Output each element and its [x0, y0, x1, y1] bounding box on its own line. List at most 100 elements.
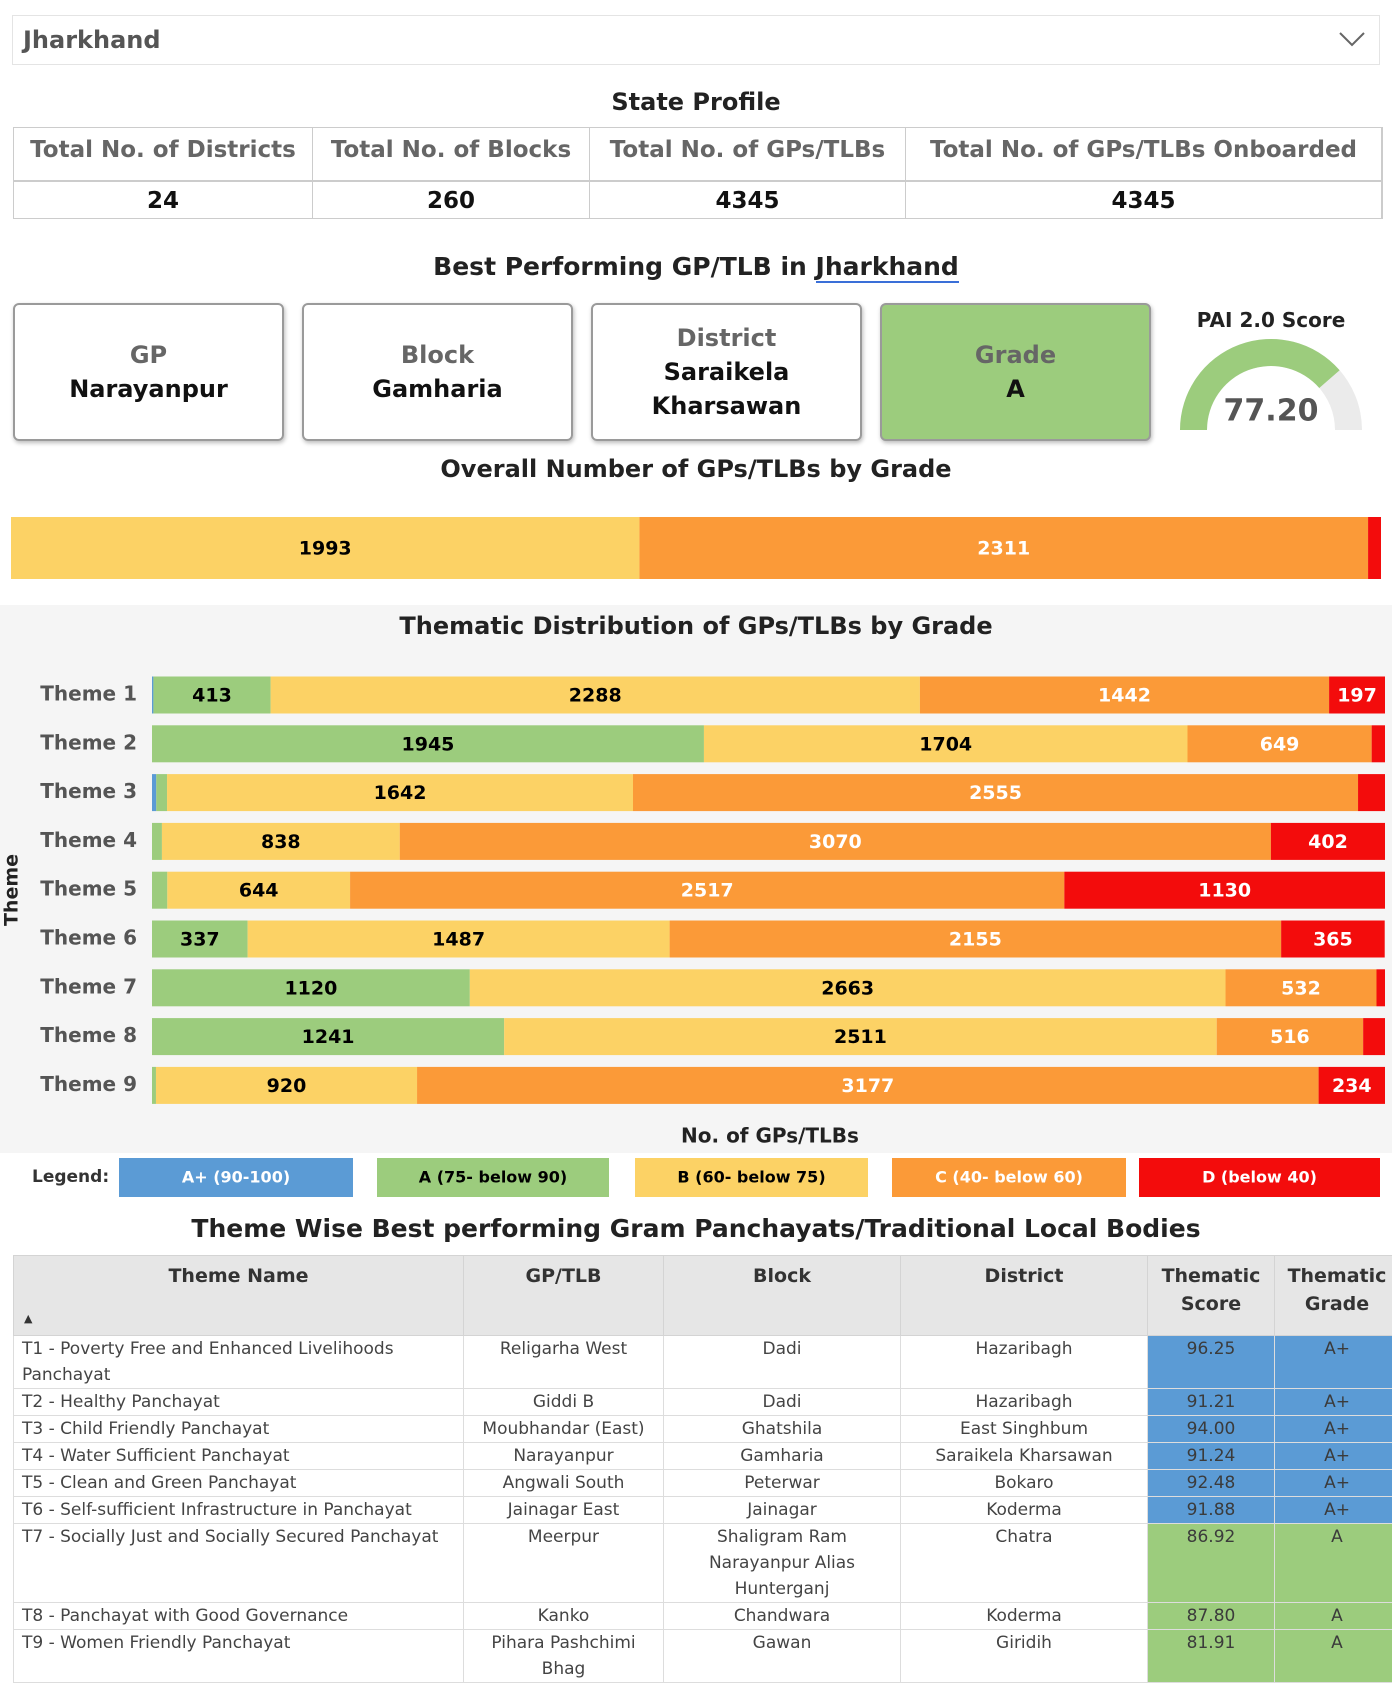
header-text: Thematic Score: [1162, 1265, 1261, 1315]
bar-segment: [152, 823, 162, 860]
section-title: State Profile: [0, 88, 1392, 116]
table-cell: Jainagar: [664, 1497, 901, 1524]
column-header: Thematic Score: [1148, 1256, 1275, 1336]
table-cell: 91.21: [1148, 1389, 1275, 1416]
chart-title: Thematic Distribution of GPs/TLBs by Gra…: [399, 612, 992, 640]
bar-label: 365: [1313, 929, 1353, 951]
table-cell: Pihara Pashchimi Bhag: [464, 1630, 664, 1683]
card-label: District: [677, 321, 777, 355]
table-cell: Peterwar: [664, 1470, 901, 1497]
table-cell: Shaligram Ram Narayanpur Alias Huntergan…: [664, 1524, 901, 1603]
table-cell: Gawan: [664, 1630, 901, 1683]
card-value: Narayanpur: [69, 372, 228, 406]
card-label: Grade: [975, 338, 1056, 372]
legend-label: A+ (90-100): [182, 1168, 290, 1187]
bar-label: 1993: [299, 538, 352, 560]
legend-label: B (60- below 75): [677, 1168, 825, 1187]
header-text: GP/TLB: [525, 1265, 601, 1287]
header-text: Block: [753, 1265, 811, 1287]
table-cell: Ghatshila: [664, 1416, 901, 1443]
table-cell: 86.92: [1148, 1524, 1275, 1603]
table-cell: Giddi B: [464, 1389, 664, 1416]
bar-segment: [1372, 725, 1385, 762]
table-cell: T7 - Socially Just and Socially Secured …: [14, 1524, 464, 1603]
bar-label: 2155: [949, 929, 1002, 951]
column-header: District: [901, 1256, 1148, 1336]
bar-label: 413: [192, 685, 232, 707]
bar-label: 1120: [284, 977, 337, 999]
table-row: T1 - Poverty Free and Enhanced Livelihoo…: [14, 1336, 1392, 1389]
table-cell: A+: [1275, 1416, 1392, 1443]
bar-label: 2663: [821, 977, 874, 999]
bar-label: 2517: [681, 880, 734, 902]
table-cell: Koderma: [901, 1603, 1148, 1630]
bar-segment: [152, 677, 153, 714]
table-cell: Chandwara: [664, 1603, 901, 1630]
legend-label: A (75- below 90): [419, 1168, 567, 1187]
state-dropdown[interactable]: Jharkhand: [12, 15, 1380, 65]
header-text: District: [985, 1265, 1064, 1287]
bar-label: 1945: [402, 733, 455, 755]
table-cell: T9 - Women Friendly Panchayat: [14, 1630, 464, 1683]
bar-label: 2511: [834, 1026, 887, 1048]
column-header: Block: [664, 1256, 901, 1336]
y-tick-label: Theme 7: [40, 974, 137, 998]
table-cell: Meerpur: [464, 1524, 664, 1603]
table-cell: 96.25: [1148, 1336, 1275, 1389]
table-cell: T5 - Clean and Green Panchayat: [14, 1470, 464, 1497]
table-cell: T3 - Child Friendly Panchayat: [14, 1416, 464, 1443]
table-cell: East Singhbum: [901, 1416, 1148, 1443]
y-tick-label: Theme 3: [40, 779, 137, 803]
table-row: T6 - Self-sufficient Infrastructure in P…: [14, 1497, 1392, 1524]
table-cell: A+: [1275, 1389, 1392, 1416]
bar-segment: [152, 872, 167, 909]
y-tick-label: Theme 5: [40, 877, 137, 901]
bar-label: 1487: [432, 929, 485, 951]
table-cell: T1 - Poverty Free and Enhanced Livelihoo…: [14, 1336, 464, 1389]
table-cell: Gamharia: [664, 1443, 901, 1470]
chevron: [1339, 30, 1365, 48]
card-value: Gamharia: [372, 372, 502, 406]
gauge-value: 77.20: [1224, 394, 1319, 429]
bar-label: 234: [1332, 1075, 1372, 1097]
profile-header: Total No. of GPs/TLBs: [590, 128, 906, 182]
bar-label: 920: [267, 1075, 307, 1097]
profile-value: 4345: [590, 182, 906, 218]
state-name: Jharkhand: [816, 252, 959, 283]
y-tick-label: Theme 2: [40, 730, 137, 754]
bar-label: 2288: [569, 685, 622, 707]
table-cell: A+: [1275, 1497, 1392, 1524]
bar-label: 2555: [969, 782, 1022, 804]
title-text: Best Performing GP/TLB in: [433, 252, 807, 281]
table-cell: T4 - Water Sufficient Panchayat: [14, 1443, 464, 1470]
column-header: Thematic Grade: [1275, 1256, 1392, 1336]
card-label: Block: [401, 338, 474, 372]
table-cell: 87.80: [1148, 1603, 1275, 1630]
bar-label: 1241: [302, 1026, 355, 1048]
bar-label: 516: [1270, 1026, 1310, 1048]
table-cell: Narayanpur: [464, 1443, 664, 1470]
y-tick-label: Theme 6: [40, 926, 137, 950]
table-cell: Dadi: [664, 1389, 901, 1416]
column-header: Theme Name▲: [14, 1256, 464, 1336]
table-cell: Koderma: [901, 1497, 1148, 1524]
card-value: A: [1006, 372, 1025, 406]
bar-label: 337: [180, 929, 220, 951]
table-cell: Saraikela Kharsawan: [901, 1443, 1148, 1470]
y-tick-label: Theme 4: [40, 828, 137, 852]
table-cell: 91.24: [1148, 1443, 1275, 1470]
table-row: T7 - Socially Just and Socially Secured …: [14, 1524, 1392, 1603]
table-cell: A+: [1275, 1336, 1392, 1389]
profile-header: Total No. of Blocks: [313, 128, 590, 182]
table-cell: Angwali South: [464, 1470, 664, 1497]
table-cell: Bokaro: [901, 1470, 1148, 1497]
y-tick-label: Theme 8: [40, 1023, 137, 1047]
sort-arrow[interactable]: ▲: [24, 1305, 32, 1333]
